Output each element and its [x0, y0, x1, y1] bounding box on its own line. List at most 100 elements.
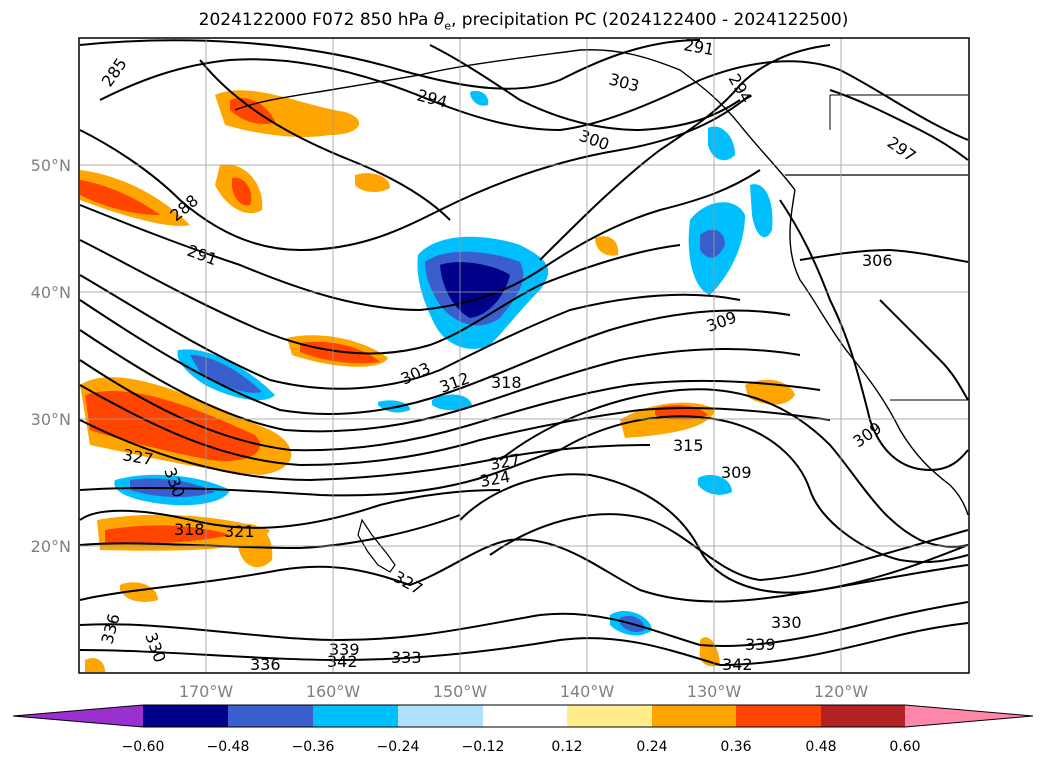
map-plot-area: 285 288 291 291 294 294 297 300 303 303 … [79, 38, 969, 674]
precip-positive-region [80, 180, 160, 215]
precip-negative-region [378, 400, 410, 413]
contour-line [79, 274, 741, 390]
colorbar-tick-label: −0.48 [207, 739, 250, 755]
colorbar-tick-label: 0.60 [889, 739, 920, 755]
lon-axis: 170°W 160°W 150°W 140°W 130°W 120°W [179, 682, 869, 701]
colorbar-swatch [228, 705, 313, 727]
contour-line [79, 299, 791, 415]
lat-tick-label: 50°N [31, 156, 71, 175]
contour-label: 330 [141, 630, 169, 665]
contour-line [79, 384, 831, 467]
contour-label: 300 [577, 126, 612, 154]
colorbar-tick-label: 0.24 [636, 739, 667, 755]
contour-label: 336 [98, 612, 124, 646]
colorbar-tick-label: −0.12 [462, 739, 505, 755]
graticule [79, 38, 969, 673]
colorbar-tick-label: 0.36 [720, 739, 751, 755]
contour-line [79, 449, 561, 497]
lon-tick-label: 170°W [179, 682, 234, 701]
theta-subscript: e [444, 19, 451, 33]
contour-label: 294 [415, 86, 449, 112]
colorbar-swatch [398, 705, 483, 727]
precip-positive-region [105, 525, 230, 544]
colorbar-swatch [821, 705, 905, 727]
colorbar-outline [12, 704, 1034, 728]
contour-line [199, 59, 451, 221]
contour-label: 342 [722, 655, 753, 674]
contour-label: 303 [607, 70, 641, 96]
lon-tick-label: 130°W [687, 682, 742, 701]
contour-label: 327 [390, 567, 426, 599]
lat-axis: 50°N 40°N 30°N 20°N [31, 156, 71, 556]
map-frame [78, 37, 970, 674]
contour-line [539, 44, 831, 261]
colorbar-max-extend [905, 705, 1033, 727]
contour-line [79, 239, 681, 355]
contour-line [799, 248, 969, 263]
contour-line [829, 89, 969, 161]
contour-line [79, 622, 969, 667]
coastline-north-america [789, 189, 969, 516]
contour-label: 309 [721, 463, 752, 482]
region-border [829, 94, 968, 130]
contour-label: 285 [98, 54, 131, 90]
precip-positive-region [355, 173, 390, 192]
lat-tick-label: 40°N [31, 283, 71, 302]
colorbar-tick-label: −0.60 [122, 739, 165, 755]
precip-negative-region [698, 474, 732, 495]
theta-e-contours [79, 39, 969, 667]
precip-positive-region [232, 177, 252, 206]
colorbar-tick-label: −0.36 [292, 739, 335, 755]
precip-positive-region [238, 523, 273, 568]
colorbar-tick-label: 0.48 [805, 739, 836, 755]
colorbar-tick-label: −0.24 [377, 739, 420, 755]
contour-label: 318 [174, 520, 205, 539]
contour-line [879, 299, 969, 401]
lon-tick-label: 150°W [433, 682, 488, 701]
colorbar-swatch [567, 705, 652, 727]
contour-label: 321 [224, 522, 255, 541]
contour-label: 336 [250, 655, 281, 674]
precip-positive-region [595, 236, 619, 256]
title-prefix: 2024122000 F072 850 hPa [198, 10, 434, 30]
lat-tick-label: 30°N [31, 410, 71, 429]
contour-line [779, 199, 969, 472]
precip-negative-region [432, 394, 472, 411]
contour-line [79, 601, 969, 647]
coastline-alaska [234, 49, 796, 191]
colorbar-swatch [143, 705, 228, 727]
contour-label: 342 [327, 652, 358, 671]
precip-negative-region [700, 229, 725, 258]
map-title: 2024122000 F072 850 hPa θe, precipitatio… [0, 10, 1047, 32]
contour-line [79, 39, 701, 90]
coastline-hawaii [357, 518, 396, 573]
lon-tick-label: 140°W [560, 682, 615, 701]
contour-label: 291 [185, 241, 220, 269]
contour-line [99, 58, 969, 141]
colorbar-swatch [736, 705, 821, 727]
contour-label: 303 [398, 358, 434, 388]
contour-line [79, 359, 821, 452]
contour-label: 315 [673, 436, 704, 455]
lon-tick-label: 160°W [306, 682, 361, 701]
coastlines [234, 49, 969, 573]
colorbar-min-extend [13, 705, 143, 727]
contour-line [79, 329, 801, 433]
contour-label: 339 [329, 640, 360, 659]
contour-label: 333 [391, 648, 422, 667]
contour-label: 297 [884, 133, 920, 166]
contour-line [559, 415, 969, 564]
colorbar-swatch [652, 705, 736, 727]
colorbar: −0.60 −0.48 −0.36 −0.24 −0.12 0.12 0.24 … [12, 704, 1034, 755]
precip-positive-region [85, 658, 105, 672]
precip-negative-region [190, 355, 262, 393]
precip-positive-region [120, 582, 158, 602]
contour-label: 327 [488, 450, 521, 474]
precip-negative-region [708, 126, 735, 161]
precip-positive-region [80, 170, 190, 226]
contour-label: 339 [745, 635, 776, 654]
contour-label: 327 [121, 445, 154, 469]
theta-symbol: θ [433, 10, 445, 30]
colorbar-swatch [483, 705, 567, 727]
